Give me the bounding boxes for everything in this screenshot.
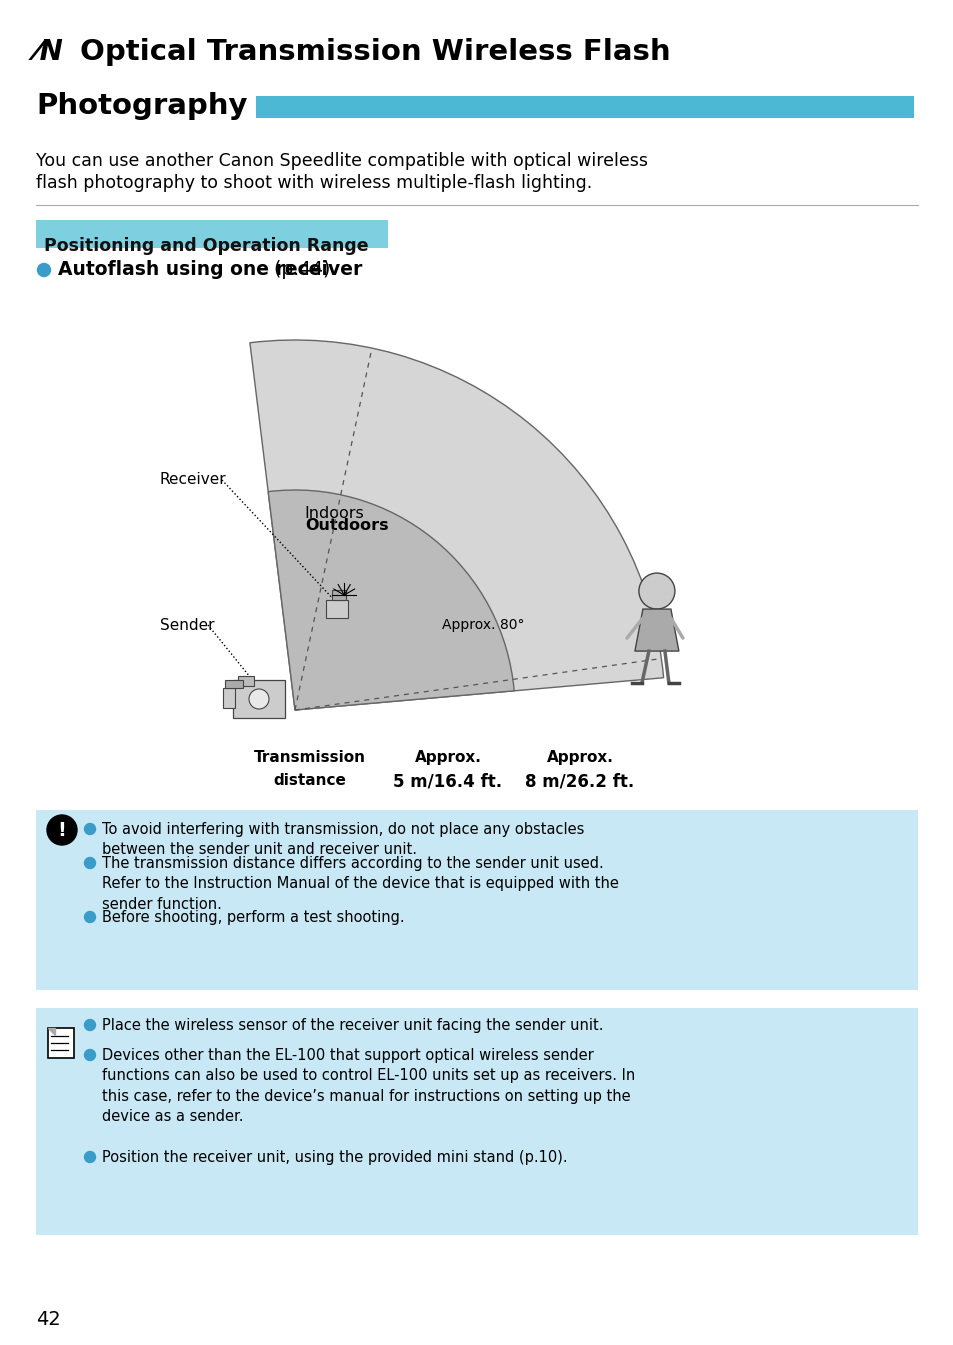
Text: Autoflash using one receiver: Autoflash using one receiver xyxy=(58,260,362,278)
Circle shape xyxy=(85,912,95,923)
Bar xyxy=(223,689,234,707)
Wedge shape xyxy=(250,340,663,710)
Text: Photography: Photography xyxy=(36,91,247,120)
Text: Sender: Sender xyxy=(160,617,214,632)
Text: flash photography to shoot with wireless multiple-flash lighting.: flash photography to shoot with wireless… xyxy=(36,174,592,192)
Circle shape xyxy=(85,1151,95,1162)
Text: The transmission distance differs according to the sender unit used.
Refer to th: The transmission distance differs accord… xyxy=(102,855,618,912)
Text: !: ! xyxy=(57,820,67,839)
Wedge shape xyxy=(268,490,514,710)
Bar xyxy=(255,95,913,118)
Circle shape xyxy=(85,823,95,834)
Circle shape xyxy=(639,573,674,609)
Circle shape xyxy=(85,1049,95,1060)
Text: Positioning and Operation Range: Positioning and Operation Range xyxy=(44,237,368,256)
Text: To avoid interfering with transmission, do not place any obstacles
between the s: To avoid interfering with transmission, … xyxy=(102,822,584,857)
Circle shape xyxy=(37,264,51,277)
Text: Before shooting, perform a test shooting.: Before shooting, perform a test shooting… xyxy=(102,911,404,925)
Text: You can use another Canon Speedlite compatible with optical wireless: You can use another Canon Speedlite comp… xyxy=(36,152,647,169)
Text: Optical Transmission Wireless Flash: Optical Transmission Wireless Flash xyxy=(80,38,670,66)
Polygon shape xyxy=(48,1028,55,1036)
Text: Approx. 80°: Approx. 80° xyxy=(442,617,524,632)
Bar xyxy=(36,1007,917,1235)
Bar xyxy=(36,221,388,247)
Text: Transmission: Transmission xyxy=(253,751,366,765)
Polygon shape xyxy=(635,609,679,651)
Circle shape xyxy=(47,815,77,845)
Text: Approx.: Approx. xyxy=(546,751,613,765)
Text: 8 m/26.2 ft.: 8 m/26.2 ft. xyxy=(525,773,634,791)
Bar xyxy=(36,810,917,990)
Text: Devices other than the EL-100 that support optical wireless sender
functions can: Devices other than the EL-100 that suppo… xyxy=(102,1048,635,1124)
Bar xyxy=(332,590,346,600)
Text: Receiver: Receiver xyxy=(160,472,227,487)
Circle shape xyxy=(85,858,95,869)
Text: Position the receiver unit, using the provided mini stand (p.10).: Position the receiver unit, using the pr… xyxy=(102,1150,567,1165)
Text: 5 m/16.4 ft.: 5 m/16.4 ft. xyxy=(393,773,502,791)
Bar xyxy=(233,681,285,718)
Text: Outdoors: Outdoors xyxy=(305,518,388,533)
Text: ⁄N: ⁄N xyxy=(36,38,64,66)
Text: distance: distance xyxy=(274,773,346,788)
Text: Indoors: Indoors xyxy=(304,507,364,522)
Circle shape xyxy=(249,689,269,709)
Text: (p.44): (p.44) xyxy=(268,260,330,278)
Text: Approx.: Approx. xyxy=(415,751,481,765)
Bar xyxy=(237,677,253,686)
Bar xyxy=(225,681,243,689)
Bar xyxy=(48,1028,74,1059)
Text: Place the wireless sensor of the receiver unit facing the sender unit.: Place the wireless sensor of the receive… xyxy=(102,1018,603,1033)
Text: 42: 42 xyxy=(36,1310,61,1329)
Bar xyxy=(326,600,348,617)
Circle shape xyxy=(85,1020,95,1030)
